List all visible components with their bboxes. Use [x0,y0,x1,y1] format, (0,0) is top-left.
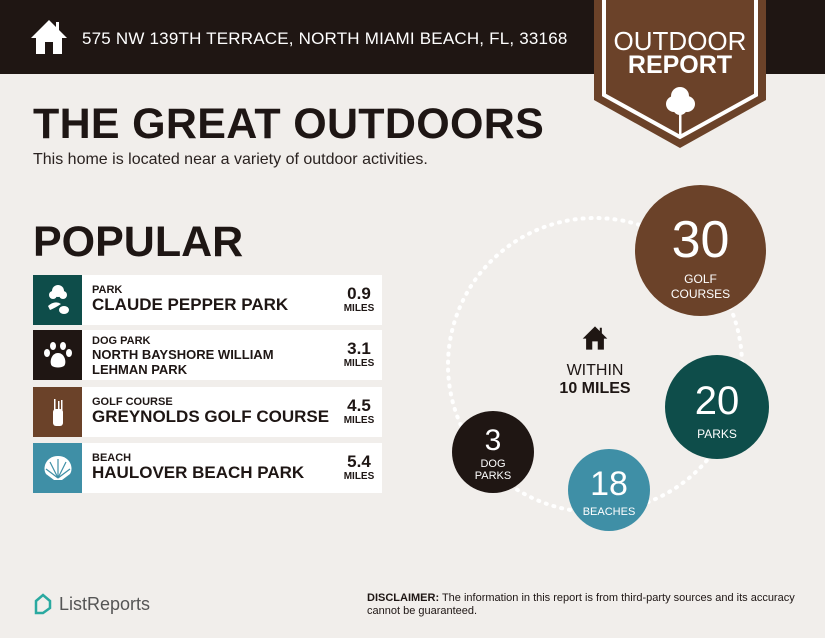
list-item: GOLF COURSE GREYNOLDS GOLF COURSE 4.5 MILE… [33,387,382,437]
parks-count: 20 PARKS [665,355,769,459]
badge-title-line1: OUTDOOR [613,26,747,56]
tree-icon [666,87,695,136]
count-label: GOLF [684,271,717,286]
item-name: NORTH BAYSHORE WILLIAM LEHMAN PARK [92,347,274,377]
item-unit: MILES [343,358,375,369]
paw-icon [33,330,82,380]
section-title: POPULAR [33,218,244,266]
count-value: 3 [484,424,502,457]
item-category: PARK [92,284,123,296]
badge-title-line2: REPORT [627,51,733,79]
count-label: PARKS [697,426,737,441]
radius-distance: 10 MILES [559,380,631,397]
shell-icon [33,443,82,493]
item-name: CLAUDE PEPPER PARK [92,295,289,314]
home-icon [31,20,67,54]
item-unit: MILES [343,303,375,314]
home-icon [582,326,608,350]
golf-courses-count: 30 GOLF COURSES [635,185,766,316]
count-value: 20 [694,378,740,423]
item-distance: 5.4 [347,452,371,471]
golf-bag-icon [33,387,82,437]
brand-name: ListReports [59,593,151,614]
disclaimer-text: The information in this report is from t… [367,592,795,617]
outdoor-report-badge [594,0,766,148]
property-address: 575 NW 139TH TERRACE, NORTH MIAMI BEACH,… [82,29,568,48]
item-name: GREYNOLDS GOLF COURSE [92,407,330,426]
page-subtitle: This home is located near a variety of o… [33,151,428,168]
count-label: DOG [480,458,506,470]
listreports-logo-icon [34,593,52,615]
count-value: 18 [590,464,628,503]
count-value: 30 [671,210,730,269]
listreports-logo: ListReports [33,593,150,615]
radius-label: WITHIN 10 MILES [530,325,660,398]
item-unit: MILES [343,415,375,426]
page-title: THE GREAT OUTDOORS [33,100,545,148]
item-category: GOLF COURSE [92,396,173,408]
item-unit: MILES [343,471,375,482]
disclaimer: DISCLAIMER: The information in this repo… [367,592,797,618]
list-item: BEACH HAULOVER BEACH PARK 5.4 MILES [33,443,382,493]
item-distance: 4.5 [347,396,371,415]
item-category: BEACH [92,452,132,464]
list-item: PARK CLAUDE PEPPER PARK 0.9 MILES [33,275,382,325]
count-label: BEACHES [582,505,636,518]
within-text: WITHIN [566,362,624,379]
count-label: PARKS [474,470,512,482]
dog-parks-count: 3 DOG PARKS [452,411,534,493]
list-item: DOG PARK NORTH BAYSHORE WILLIAM LEHMAN PA… [33,330,382,380]
item-distance: 3.1 [347,339,371,358]
park-icon [33,275,82,325]
disclaimer-label: DISCLAIMER: [367,592,440,604]
item-category: DOG PARK [92,335,151,347]
beaches-count: 18 BEACHES [568,449,650,531]
item-name: HAULOVER BEACH PARK [92,463,305,482]
item-distance: 0.9 [347,284,371,303]
count-label: COURSES [670,286,731,301]
